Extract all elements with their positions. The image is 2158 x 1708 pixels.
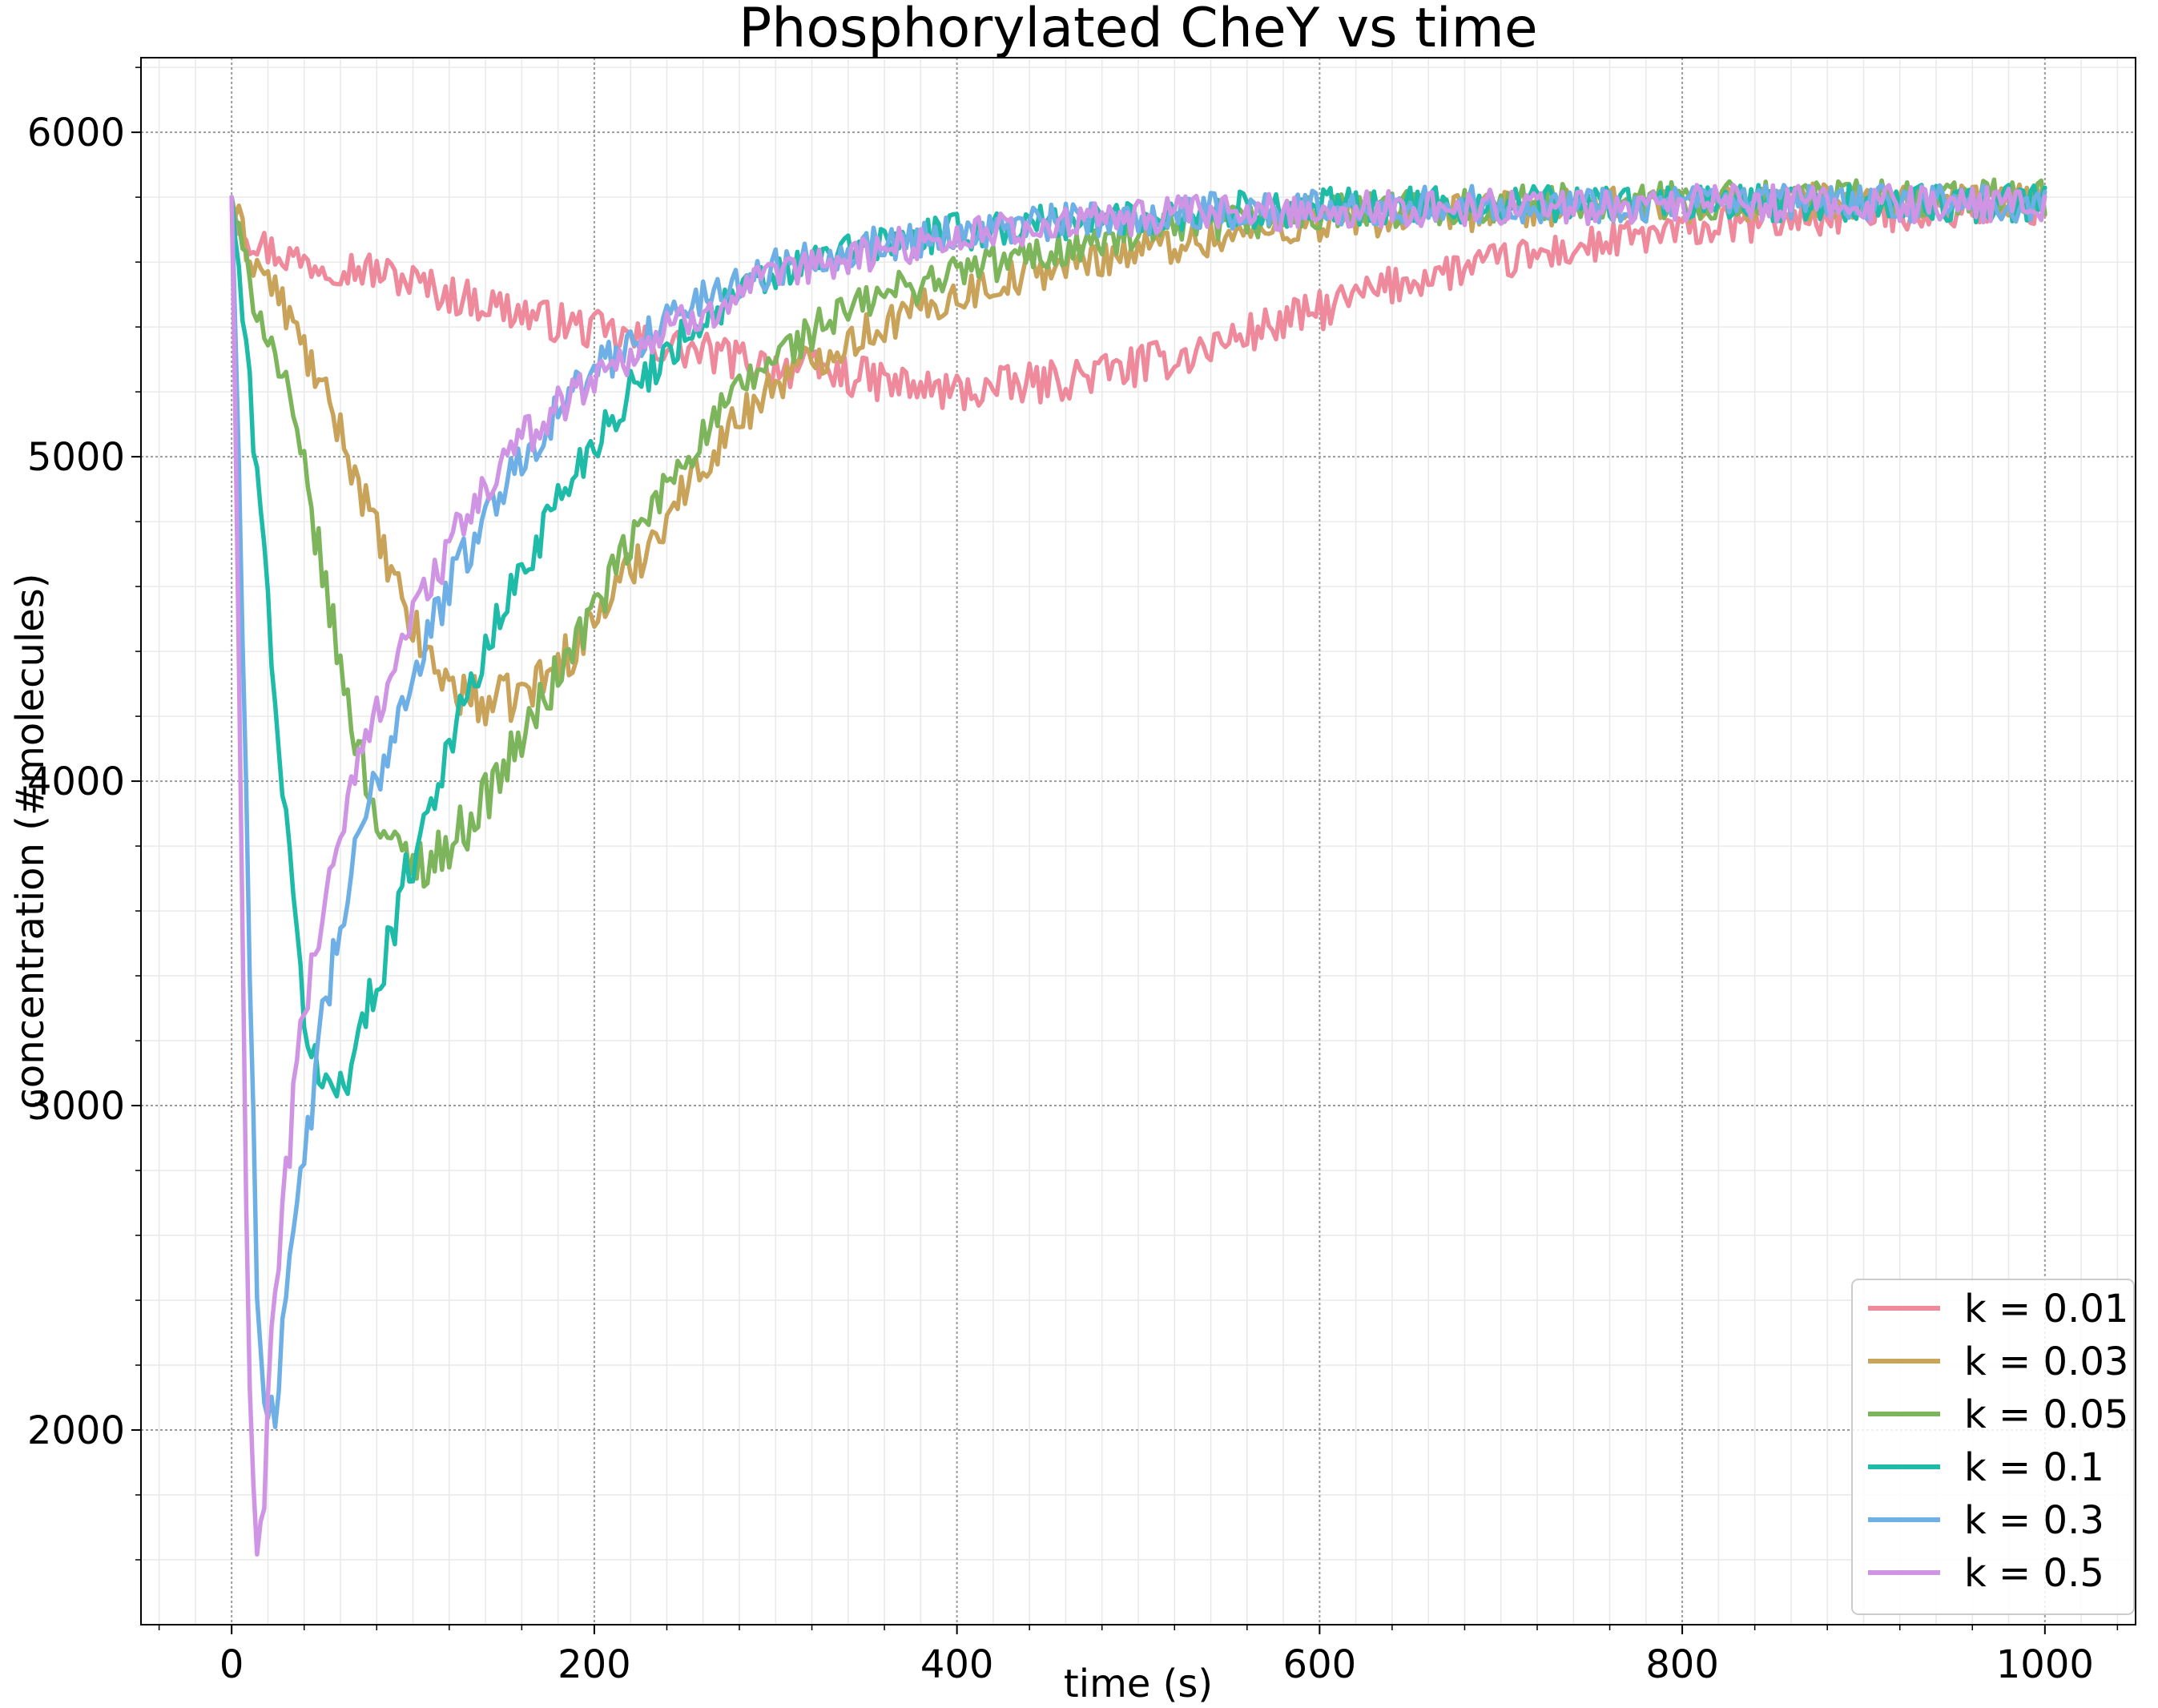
series-line-5 <box>229 183 2047 1557</box>
y-tick-label: 2000 <box>27 1408 125 1453</box>
y-axis-label: concentration (#molecules) <box>8 573 53 1109</box>
legend-label: k = 0.03 <box>1964 1339 2128 1384</box>
legend-label: k = 0.05 <box>1964 1392 2128 1437</box>
plot-area-frame <box>140 57 2136 1625</box>
x-tick-label: 400 <box>920 1642 994 1687</box>
x-tick-label: 800 <box>1645 1642 1719 1687</box>
y-tick-label: 5000 <box>27 435 125 480</box>
series-line-0 <box>229 187 2047 412</box>
x-axis-label: time (s) <box>1064 1662 1213 1706</box>
y-tick-label: 4000 <box>27 759 125 804</box>
x-tick-label: 1000 <box>1996 1642 2094 1687</box>
x-axis-ticks: 0 200 400 600 800 1000 <box>158 1625 2119 1687</box>
legend-label: k = 0.5 <box>1964 1551 2104 1596</box>
legend-label: k = 0.3 <box>1964 1498 2104 1543</box>
x-tick-label: 600 <box>1283 1642 1357 1687</box>
legend: k = 0.01 k = 0.03 k = 0.05 k = 0.1 k = 0.3 k … <box>1851 1279 2135 1615</box>
y-tick-label: 6000 <box>27 111 125 155</box>
legend-label: k = 0.1 <box>1964 1445 2104 1490</box>
series-lines <box>229 177 2047 1557</box>
y-tick-label: 3000 <box>27 1084 125 1129</box>
x-tick-label: 0 <box>219 1642 244 1687</box>
legend-label: k = 0.01 <box>1964 1287 2128 1331</box>
chart-title: Phosphorylated CheY vs time <box>739 0 1538 60</box>
y-axis-ticks: 2000 3000 4000 5000 6000 <box>27 66 141 1561</box>
x-tick-label: 200 <box>558 1642 631 1687</box>
